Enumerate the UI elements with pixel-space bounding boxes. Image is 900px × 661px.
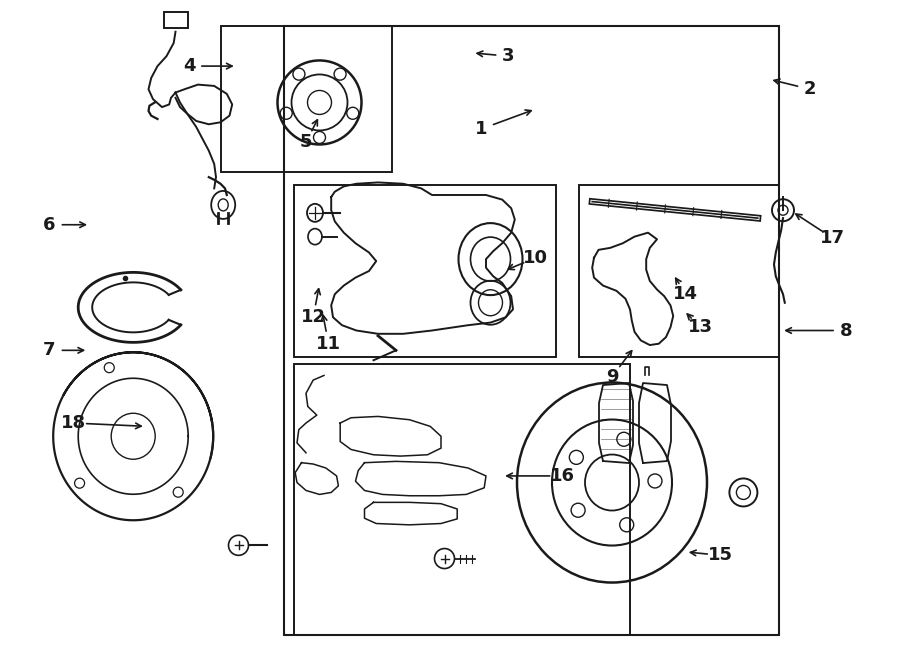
Bar — [284, 26, 778, 635]
Text: 12: 12 — [301, 308, 326, 327]
Text: 13: 13 — [688, 318, 713, 336]
Text: 15: 15 — [707, 546, 733, 564]
Bar — [579, 185, 778, 357]
Text: 17: 17 — [820, 229, 845, 247]
Bar — [220, 26, 392, 172]
Text: 4: 4 — [183, 57, 195, 75]
Text: 3: 3 — [502, 47, 515, 65]
Text: 6: 6 — [43, 215, 56, 234]
Bar — [294, 364, 630, 635]
Text: 9: 9 — [606, 368, 618, 386]
Bar — [294, 185, 556, 357]
Text: 18: 18 — [61, 414, 86, 432]
Text: 11: 11 — [316, 334, 341, 353]
Text: 5: 5 — [300, 133, 312, 151]
Text: 16: 16 — [550, 467, 575, 485]
Text: 10: 10 — [523, 249, 548, 267]
Text: 7: 7 — [43, 341, 56, 360]
Text: 8: 8 — [840, 321, 852, 340]
Text: 14: 14 — [673, 285, 698, 303]
Text: 2: 2 — [804, 80, 816, 98]
Bar — [164, 12, 187, 28]
Text: 1: 1 — [475, 120, 488, 138]
